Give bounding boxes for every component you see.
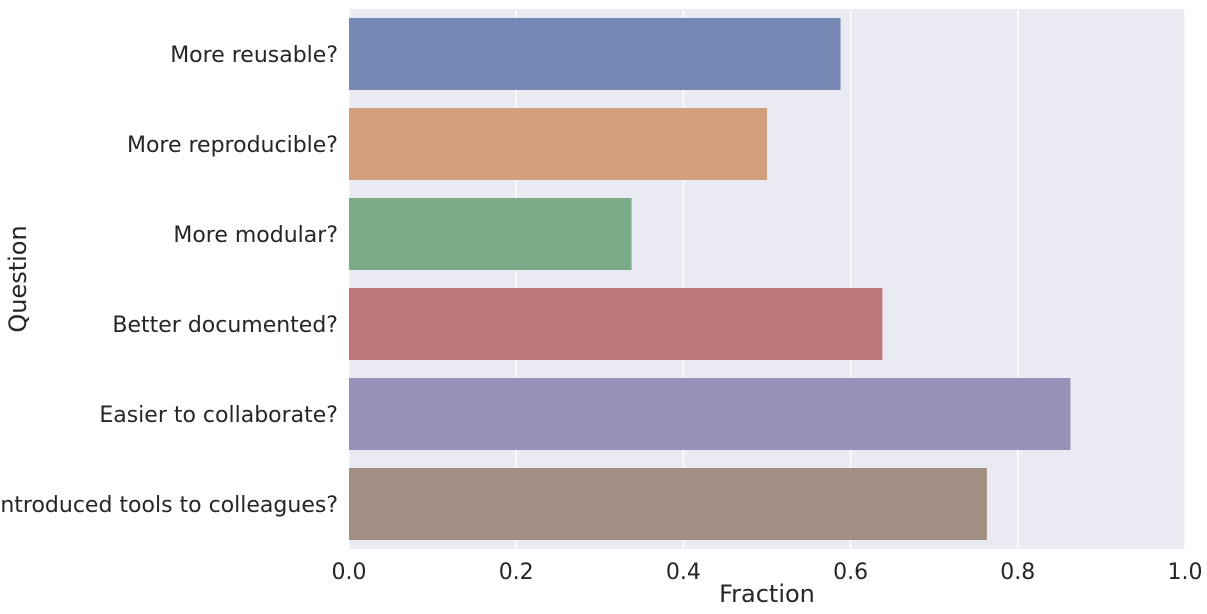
y-tick-label: Introduced tools to colleagues? xyxy=(0,493,338,518)
bars-layer xyxy=(349,18,1071,540)
bar xyxy=(349,108,767,180)
y-tick-labels: More reusable? More reproducible? More mod… xyxy=(0,43,338,518)
y-tick-label: Better documented? xyxy=(112,313,338,338)
grid-layer xyxy=(348,9,1186,549)
x-tick-label: 0.4 xyxy=(666,560,701,585)
y-tick-label: More reproducible? xyxy=(127,133,338,158)
x-tick-label: 0.2 xyxy=(499,560,534,585)
bar xyxy=(349,198,632,270)
bar xyxy=(349,18,841,90)
y-tick-label: Easier to collaborate? xyxy=(99,403,338,428)
bar xyxy=(349,288,883,360)
x-tick-label: 0.0 xyxy=(332,560,367,585)
y-tick-label: More reusable? xyxy=(170,43,338,68)
bar xyxy=(349,378,1071,450)
x-tick-label: 0.6 xyxy=(833,560,868,585)
plot-area xyxy=(349,9,1185,549)
bar xyxy=(349,468,987,540)
x-tick-labels: 0.0 0.2 0.4 0.6 0.8 1.0 xyxy=(332,560,1203,585)
y-axis-label: Question xyxy=(4,225,32,332)
y-tick-label: More modular? xyxy=(173,223,338,248)
x-axis-label: Fraction xyxy=(719,580,815,608)
x-tick-label: 1.0 xyxy=(1168,560,1203,585)
x-tick-label: 0.8 xyxy=(1000,560,1035,585)
